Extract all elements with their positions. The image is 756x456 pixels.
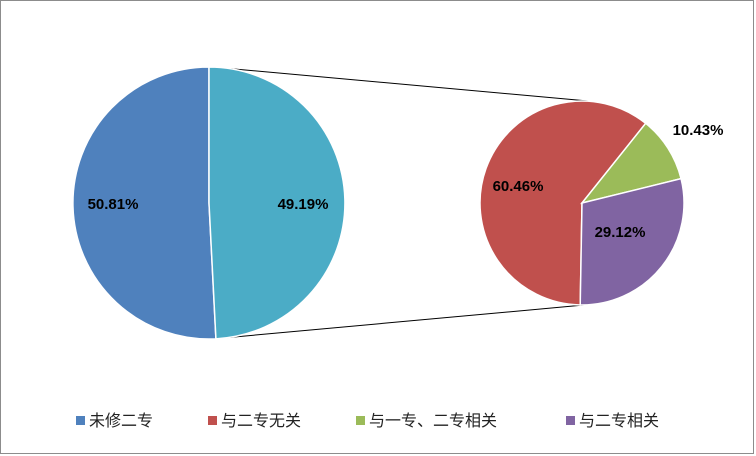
legend-swatch-2 (356, 416, 365, 425)
secondary-pie-slice-2 (579, 177, 685, 306)
main-pie: 50.81% 49.19% (72, 66, 346, 340)
legend-label-2: 与一专、二专相关 (369, 411, 497, 430)
secondary-pie: 60.46% 10.43% 29.12% (479, 100, 724, 306)
main-pie-slice-1 (208, 66, 346, 340)
legend-item-3: 与二专相关 (566, 411, 659, 430)
main-pie-label-1: 49.19% (278, 196, 329, 213)
legend-label-0: 未修二专 (89, 411, 153, 430)
connector-line-top (211, 66, 589, 102)
legend-swatch-0 (76, 416, 85, 425)
main-pie-label-0: 50.81% (88, 196, 139, 213)
secondary-pie-slice-0 (479, 100, 647, 306)
secondary-pie-label-1: 10.43% (673, 122, 724, 139)
secondary-pie-label-0: 60.46% (493, 178, 544, 195)
secondary-pie-label-2: 29.12% (595, 224, 646, 241)
legend-item-2: 与一专、二专相关 (356, 411, 497, 430)
legend-swatch-1 (208, 416, 217, 425)
legend: 未修二专 与二专无关 与一专、二专相关 与二专相关 (76, 411, 659, 430)
legend-item-0: 未修二专 (76, 411, 153, 430)
legend-label-3: 与二专相关 (579, 411, 659, 430)
connector-line-bottom (211, 304, 585, 340)
main-pie-slice-0 (72, 66, 217, 340)
connector-lines (211, 66, 589, 340)
legend-label-1: 与二专无关 (221, 411, 301, 430)
legend-item-1: 与二专无关 (208, 411, 301, 430)
legend-swatch-3 (566, 416, 575, 425)
